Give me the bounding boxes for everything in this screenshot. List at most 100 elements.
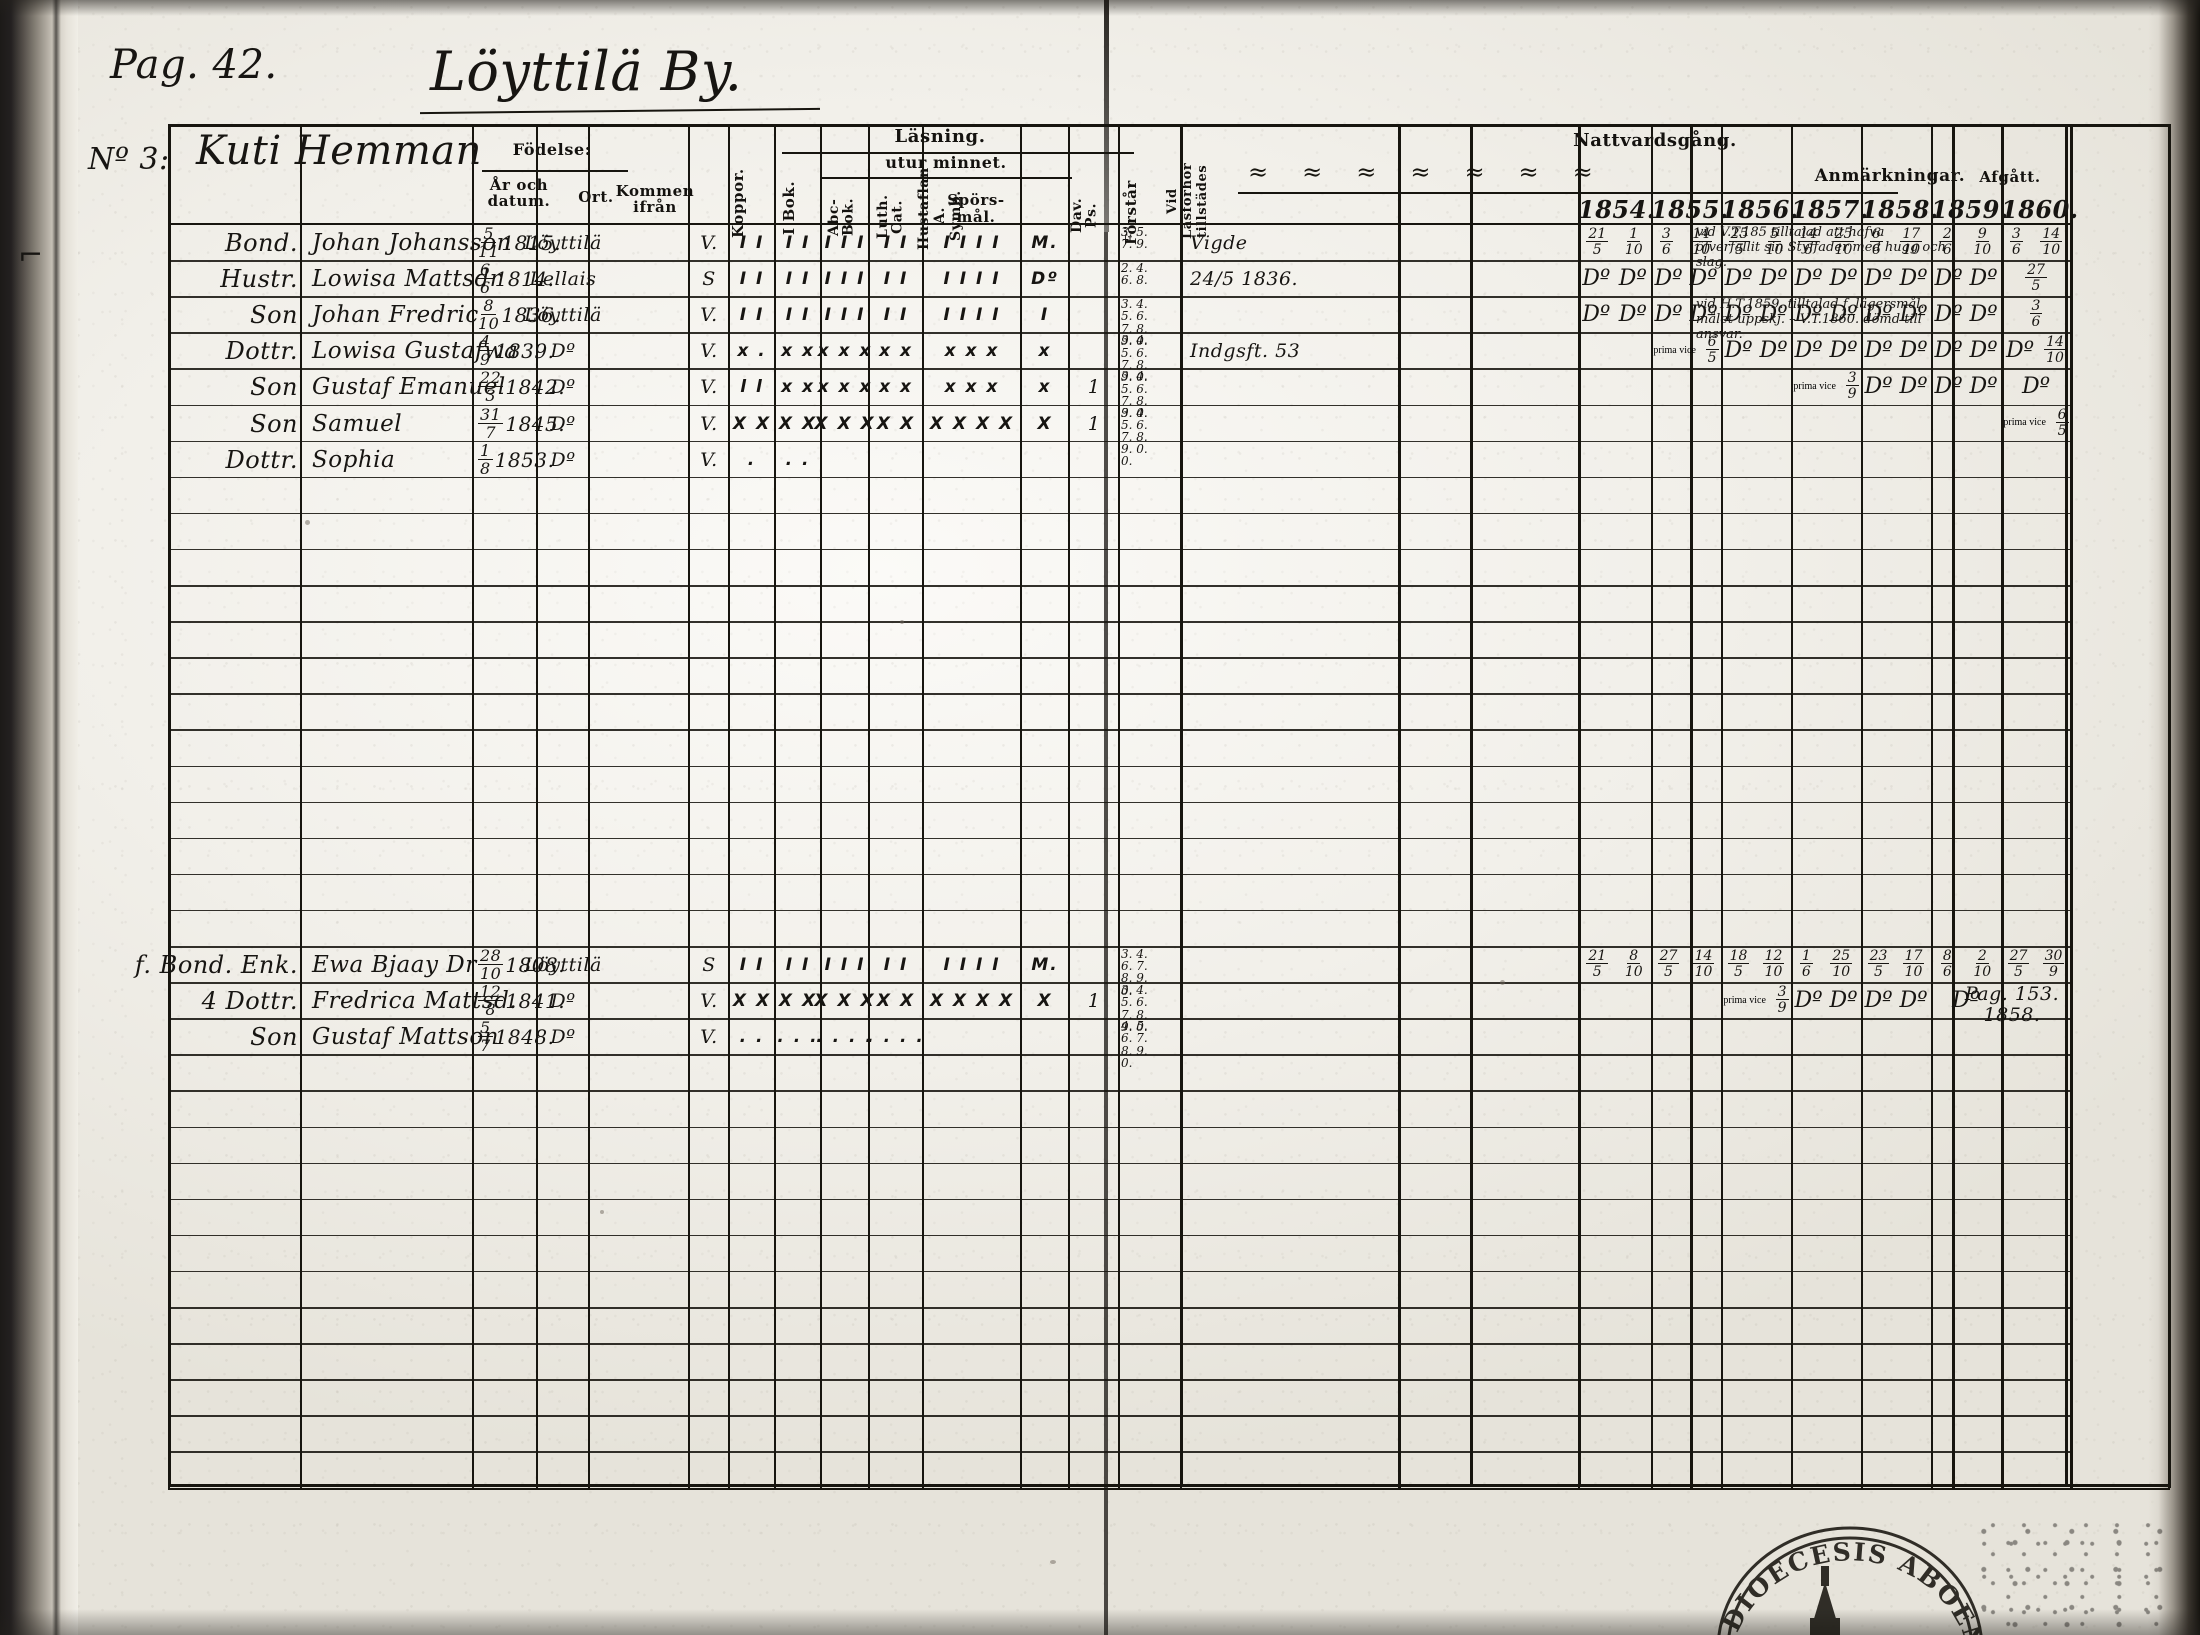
birth-date: 31 7 1845. <box>478 404 566 442</box>
person-name: Johan Fredric <box>312 302 479 329</box>
communion-entry: prima vice 3 9 <box>1723 984 1789 1017</box>
reading-mark <box>926 1021 1018 1053</box>
communion-entry: Dº Dº <box>1934 373 1998 399</box>
reading-mark <box>1024 1021 1066 1053</box>
communion-entry <box>1721 406 1791 440</box>
communion-entry: prima vice 6 5 <box>2003 406 2069 439</box>
smallpox-mark: V. <box>700 304 718 327</box>
column-divider <box>1690 124 1693 1488</box>
remarks-left-border <box>1470 124 1473 1486</box>
communion-entry: Dº 14 10 <box>2006 334 2066 367</box>
forstar-mark <box>1072 949 1116 981</box>
reading-mark: I I <box>883 233 909 254</box>
column-divider <box>300 124 302 1488</box>
person-name: Fredrica Mattsd. <box>312 988 518 1015</box>
person-name: Gustaf Emanuel <box>312 374 506 401</box>
smallpox-mark: V. <box>700 990 718 1013</box>
communion-entry <box>1651 983 1721 1017</box>
forstar-mark <box>1072 299 1116 331</box>
relation-label: Son <box>250 1023 298 1052</box>
come-from <box>592 444 686 476</box>
reading-mark <box>824 444 866 476</box>
column-divider <box>2001 124 2004 1488</box>
column-divider <box>1578 124 1580 1488</box>
row-divider <box>168 1487 2170 1490</box>
relation-label: Dottr. <box>225 337 298 366</box>
reading-mark: l l <box>740 377 764 398</box>
left-note: Indgsft. 53 <box>1190 340 1301 363</box>
communion-entry: Dº Dº <box>1654 301 1718 327</box>
reading-mark: I I I <box>824 955 866 976</box>
paper-fleck <box>600 1210 604 1214</box>
column-divider <box>1952 124 1955 1488</box>
communion-entry: 23 5 17 10 <box>1867 948 1925 981</box>
paper-fleck <box>900 620 904 624</box>
column-divider <box>2168 124 2171 1488</box>
birth-place: Dº <box>550 990 576 1013</box>
reading-mark: x x x <box>817 341 873 362</box>
forstar-mark <box>1072 444 1116 476</box>
reading-mark: I I <box>785 269 811 290</box>
reading-mark: X X <box>876 413 916 434</box>
reading-mark <box>1024 444 1066 476</box>
reading-mark: M. <box>1031 955 1059 976</box>
birth-place: Löyttilä <box>524 232 602 255</box>
top-edge-shadow <box>0 0 2200 16</box>
forstar-mark <box>1072 263 1116 295</box>
vid-lasforhor-values: 3. 4. 5. 6. 7. 8. 9. 0. <box>1121 369 1148 421</box>
communion-entry: 21 5 8 10 <box>1586 948 1643 981</box>
forstar-mark: 1 <box>1087 376 1101 399</box>
reading-mark: I I I <box>824 233 866 254</box>
smallpox-mark: S <box>702 954 716 977</box>
reading-mark: I I I <box>824 305 866 326</box>
communion-entry: Dº Dº <box>1864 373 1928 399</box>
vid-lasforhor-values: 3. 4. 5. 6. 7. 8. 9. 0. <box>1121 983 1148 1034</box>
relation-label: Son <box>250 301 298 330</box>
reading-mark: x <box>1038 377 1052 398</box>
communion-entry: Dº Dº <box>1934 265 1998 291</box>
reading-mark: . . <box>785 449 811 470</box>
reading-mark: X X <box>732 991 772 1012</box>
person-name: Samuel <box>312 410 403 437</box>
birth-date: 1 8 1853. <box>478 440 555 478</box>
relation-label: Son <box>250 373 298 402</box>
communion-entry: 27 5 14 10 <box>1657 948 1715 981</box>
birth-place: Dº <box>550 376 576 399</box>
relation-label: Dottr. <box>225 445 298 474</box>
remarks-bottom-border <box>1470 1484 2170 1487</box>
birth-date: 22 3 1842. <box>478 368 566 406</box>
reading-mark: I I <box>883 305 909 326</box>
communion-year-header-1857: 1857. <box>1791 195 1869 224</box>
communion-entry: Dº Dº <box>1724 337 1788 363</box>
household-number: Nº 3: <box>88 142 170 177</box>
communion-year-header-1859: 1859. <box>1931 195 2009 224</box>
header-come-from: Kommen ifrån <box>615 182 695 216</box>
birth-place: Dº <box>550 1026 576 1049</box>
communion-entry: Dº <box>2022 373 2050 399</box>
remark-note: vid V.T.185 tilltalad att hafva öfverfal… <box>1696 225 1946 270</box>
communion-entry: Dº Dº <box>1934 337 1998 363</box>
vid-lasforhor-values: 3. 4. 5. 6. 7. 8. 9. 0. 0. <box>1121 405 1148 469</box>
come-from <box>592 263 686 295</box>
reading-mark: x x <box>879 341 913 362</box>
paper-fleck <box>1500 980 1505 985</box>
column-divider <box>1861 124 1863 1488</box>
reading-mark: I I <box>739 955 765 976</box>
vid-lasforhor-values: 3. 5. 7. 9. <box>1121 225 1148 252</box>
column-divider <box>1020 124 1022 1488</box>
center-fold-line-lower <box>1104 232 1108 1635</box>
communion-entry: Dº Dº <box>1864 987 1928 1013</box>
reading-mark: I I <box>785 305 811 326</box>
left-note: Vigde <box>1190 232 1248 255</box>
header-departed: Afgått. <box>1979 168 2041 186</box>
communion-entry: 3 6 14 10 <box>1659 226 1713 259</box>
communion-entry: 6 6 17 10 <box>1869 226 1923 259</box>
margin-pen-mark: ⌐ <box>18 238 44 273</box>
paper-fleck <box>1050 1560 1056 1564</box>
reading-mark: x x <box>879 377 913 398</box>
reading-mark: I I <box>785 955 811 976</box>
communion-entry: Dº Dº <box>1794 987 1858 1013</box>
column-divider <box>472 124 474 1488</box>
column-divider <box>1931 124 1933 1488</box>
person-name: Sophia <box>312 446 396 473</box>
